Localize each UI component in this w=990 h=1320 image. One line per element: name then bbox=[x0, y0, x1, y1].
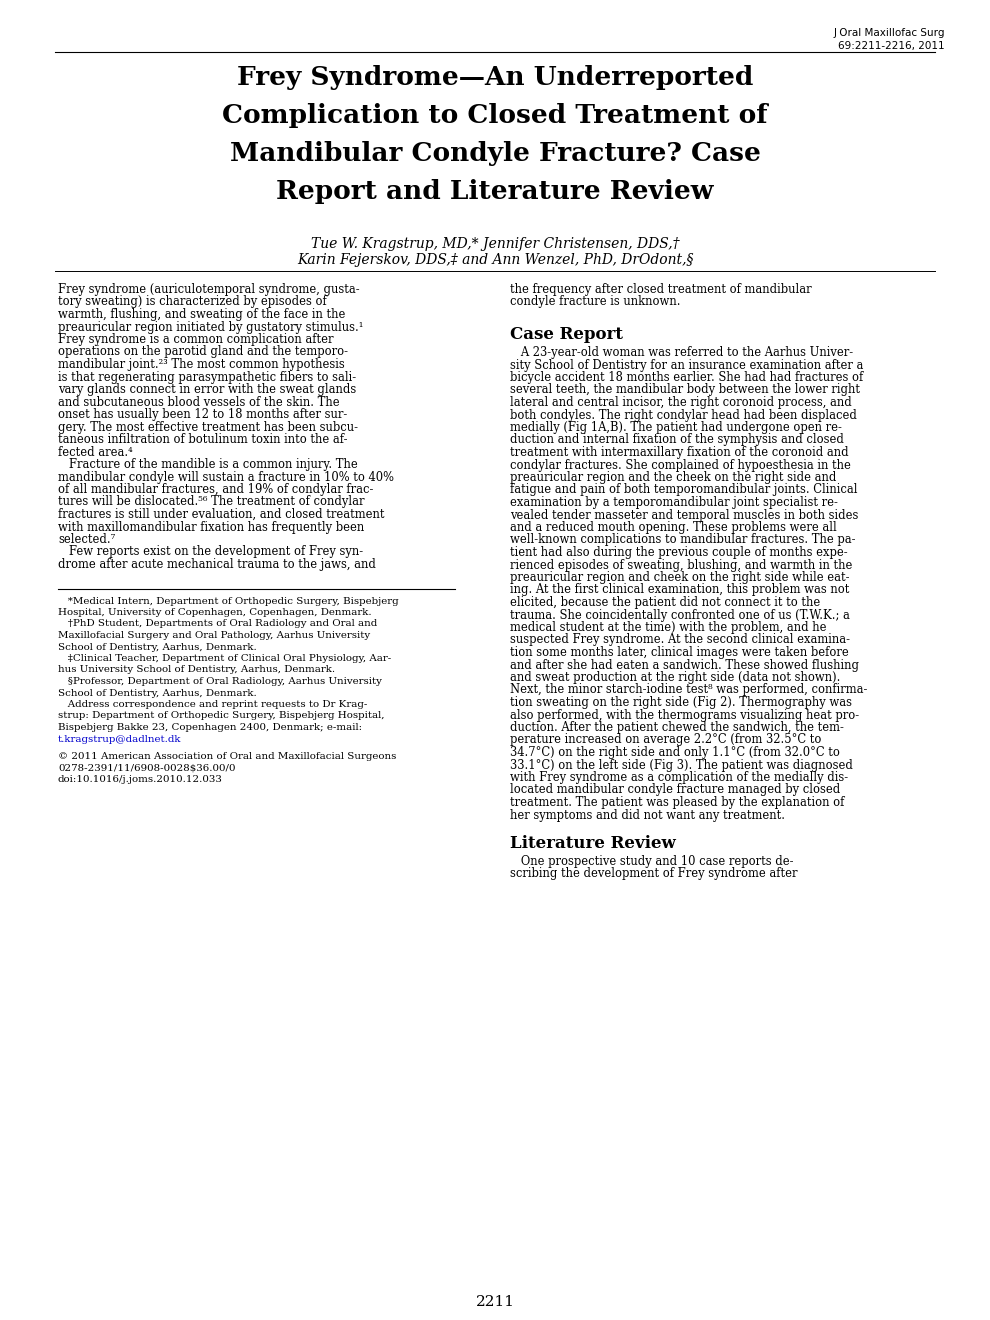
Text: †PhD Student, Departments of Oral Radiology and Oral and: †PhD Student, Departments of Oral Radiol… bbox=[58, 619, 377, 628]
Text: Literature Review: Literature Review bbox=[510, 836, 676, 851]
Text: and subcutaneous blood vessels of the skin. The: and subcutaneous blood vessels of the sk… bbox=[58, 396, 340, 408]
Text: well-known complications to mandibular fractures. The pa-: well-known complications to mandibular f… bbox=[510, 533, 855, 546]
Text: onset has usually been 12 to 18 months after sur-: onset has usually been 12 to 18 months a… bbox=[58, 408, 347, 421]
Text: Complication to Closed Treatment of: Complication to Closed Treatment of bbox=[222, 103, 768, 128]
Text: 69:2211-2216, 2011: 69:2211-2216, 2011 bbox=[839, 41, 945, 51]
Text: examination by a temporomandibular joint specialist re-: examination by a temporomandibular joint… bbox=[510, 496, 838, 510]
Text: Report and Literature Review: Report and Literature Review bbox=[276, 180, 714, 205]
Text: taneous infiltration of botulinum toxin into the af-: taneous infiltration of botulinum toxin … bbox=[58, 433, 347, 446]
Text: ‡Clinical Teacher, Department of Clinical Oral Physiology, Aar-: ‡Clinical Teacher, Department of Clinica… bbox=[58, 653, 391, 663]
Text: 2211: 2211 bbox=[475, 1295, 515, 1309]
Text: Bispebjerg Bakke 23, Copenhagen 2400, Denmark; e-mail:: Bispebjerg Bakke 23, Copenhagen 2400, De… bbox=[58, 723, 362, 733]
Text: © 2011 American Association of Oral and Maxillofacial Surgeons: © 2011 American Association of Oral and … bbox=[58, 752, 396, 762]
Text: tion some months later, clinical images were taken before: tion some months later, clinical images … bbox=[510, 645, 848, 659]
Text: treatment. The patient was pleased by the explanation of: treatment. The patient was pleased by th… bbox=[510, 796, 844, 809]
Text: hus University School of Dentistry, Aarhus, Denmark.: hus University School of Dentistry, Aarh… bbox=[58, 665, 336, 675]
Text: Frey Syndrome—An Underreported: Frey Syndrome—An Underreported bbox=[237, 65, 753, 90]
Text: also performed, with the thermograms visualizing heat pro-: also performed, with the thermograms vis… bbox=[510, 709, 859, 722]
Text: Karin Fejerskov, DDS,‡ and Ann Wenzel, PhD, DrOdont,§: Karin Fejerskov, DDS,‡ and Ann Wenzel, P… bbox=[297, 253, 693, 267]
Text: Maxillofacial Surgery and Oral Pathology, Aarhus University: Maxillofacial Surgery and Oral Pathology… bbox=[58, 631, 370, 640]
Text: treatment with intermaxillary fixation of the coronoid and: treatment with intermaxillary fixation o… bbox=[510, 446, 848, 459]
Text: School of Dentistry, Aarhus, Denmark.: School of Dentistry, Aarhus, Denmark. bbox=[58, 643, 256, 652]
Text: medical student at the time) with the problem, and he: medical student at the time) with the pr… bbox=[510, 620, 827, 634]
Text: mandibular joint.²³ The most common hypothesis: mandibular joint.²³ The most common hypo… bbox=[58, 358, 345, 371]
Text: tory sweating) is characterized by episodes of: tory sweating) is characterized by episo… bbox=[58, 296, 327, 309]
Text: drome after acute mechanical trauma to the jaws, and: drome after acute mechanical trauma to t… bbox=[58, 558, 376, 572]
Text: duction. After the patient chewed the sandwich, the tem-: duction. After the patient chewed the sa… bbox=[510, 721, 843, 734]
Text: selected.⁷: selected.⁷ bbox=[58, 533, 115, 546]
Text: elicited, because the patient did not connect it to the: elicited, because the patient did not co… bbox=[510, 597, 821, 609]
Text: Tue W. Kragstrup, MD,* Jennifer Christensen, DDS,†: Tue W. Kragstrup, MD,* Jennifer Christen… bbox=[311, 238, 679, 251]
Text: fected area.⁴: fected area.⁴ bbox=[58, 446, 133, 458]
Text: 33.1°C) on the left side (Fig 3). The patient was diagnosed: 33.1°C) on the left side (Fig 3). The pa… bbox=[510, 759, 852, 771]
Text: of all mandibular fractures, and 19% of condylar frac-: of all mandibular fractures, and 19% of … bbox=[58, 483, 373, 496]
Text: her symptoms and did not want any treatment.: her symptoms and did not want any treatm… bbox=[510, 808, 785, 821]
Text: §Professor, Department of Oral Radiology, Aarhus University: §Professor, Department of Oral Radiology… bbox=[58, 677, 382, 686]
Text: gery. The most effective treatment has been subcu-: gery. The most effective treatment has b… bbox=[58, 421, 358, 433]
Text: preauricular region and cheek on the right side while eat-: preauricular region and cheek on the rig… bbox=[510, 572, 849, 583]
Text: Hospital, University of Copenhagen, Copenhagen, Denmark.: Hospital, University of Copenhagen, Cope… bbox=[58, 609, 371, 616]
Text: with Frey syndrome as a complication of the medially dis-: with Frey syndrome as a complication of … bbox=[510, 771, 848, 784]
Text: fatigue and pain of both temporomandibular joints. Clinical: fatigue and pain of both temporomandibul… bbox=[510, 483, 857, 496]
Text: Address correspondence and reprint requests to Dr Krag-: Address correspondence and reprint reque… bbox=[58, 700, 367, 709]
Text: mandibular condyle will sustain a fracture in 10% to 40%: mandibular condyle will sustain a fractu… bbox=[58, 470, 394, 483]
Text: doi:10.1016/j.joms.2010.12.033: doi:10.1016/j.joms.2010.12.033 bbox=[58, 775, 223, 784]
Text: condyle fracture is unknown.: condyle fracture is unknown. bbox=[510, 296, 680, 309]
Text: and after she had eaten a sandwich. These showed flushing: and after she had eaten a sandwich. Thes… bbox=[510, 659, 859, 672]
Text: located mandibular condyle fracture managed by closed: located mandibular condyle fracture mana… bbox=[510, 784, 841, 796]
Text: preauricular region and the cheek on the right side and: preauricular region and the cheek on the… bbox=[510, 471, 837, 484]
Text: medially (Fig 1A,B). The patient had undergone open re-: medially (Fig 1A,B). The patient had und… bbox=[510, 421, 842, 434]
Text: sity School of Dentistry for an insurance examination after a: sity School of Dentistry for an insuranc… bbox=[510, 359, 863, 371]
Text: Frey syndrome (auriculotemporal syndrome, gusta-: Frey syndrome (auriculotemporal syndrome… bbox=[58, 282, 359, 296]
Text: 34.7°C) on the right side and only 1.1°C (from 32.0°C to: 34.7°C) on the right side and only 1.1°C… bbox=[510, 746, 840, 759]
Text: tures will be dislocated.⁵⁶ The treatment of condylar: tures will be dislocated.⁵⁶ The treatmen… bbox=[58, 495, 364, 508]
Text: Fracture of the mandible is a common injury. The: Fracture of the mandible is a common inj… bbox=[58, 458, 357, 471]
Text: Frey syndrome is a common complication after: Frey syndrome is a common complication a… bbox=[58, 333, 334, 346]
Text: and a reduced mouth opening. These problems were all: and a reduced mouth opening. These probl… bbox=[510, 521, 837, 535]
Text: Few reports exist on the development of Frey syn-: Few reports exist on the development of … bbox=[58, 545, 363, 558]
Text: tient had also during the previous couple of months expe-: tient had also during the previous coupl… bbox=[510, 546, 847, 558]
Text: suspected Frey syndrome. At the second clinical examina-: suspected Frey syndrome. At the second c… bbox=[510, 634, 850, 647]
Text: warmth, flushing, and sweating of the face in the: warmth, flushing, and sweating of the fa… bbox=[58, 308, 346, 321]
Text: 0278-2391/11/6908-0028$36.00/0: 0278-2391/11/6908-0028$36.00/0 bbox=[58, 763, 236, 772]
Text: One prospective study and 10 case reports de-: One prospective study and 10 case report… bbox=[510, 855, 794, 869]
Text: vary glands connect in error with the sweat glands: vary glands connect in error with the sw… bbox=[58, 383, 356, 396]
Text: bicycle accident 18 months earlier. She had had fractures of: bicycle accident 18 months earlier. She … bbox=[510, 371, 863, 384]
Text: both condyles. The right condylar head had been displaced: both condyles. The right condylar head h… bbox=[510, 408, 857, 421]
Text: vealed tender masseter and temporal muscles in both sides: vealed tender masseter and temporal musc… bbox=[510, 508, 858, 521]
Text: t.kragstrup@dadlnet.dk: t.kragstrup@dadlnet.dk bbox=[58, 734, 181, 743]
Text: *Medical Intern, Department of Orthopedic Surgery, Bispebjerg: *Medical Intern, Department of Orthopedi… bbox=[58, 597, 399, 606]
Text: Mandibular Condyle Fracture? Case: Mandibular Condyle Fracture? Case bbox=[230, 141, 760, 166]
Text: Case Report: Case Report bbox=[510, 326, 623, 343]
Text: scribing the development of Frey syndrome after: scribing the development of Frey syndrom… bbox=[510, 867, 798, 880]
Text: rienced episodes of sweating, blushing, and warmth in the: rienced episodes of sweating, blushing, … bbox=[510, 558, 852, 572]
Text: Next, the minor starch-iodine test⁸ was performed, confirma-: Next, the minor starch-iodine test⁸ was … bbox=[510, 684, 867, 697]
Text: with maxillomandibular fixation has frequently been: with maxillomandibular fixation has freq… bbox=[58, 520, 364, 533]
Text: preauricular region initiated by gustatory stimulus.¹: preauricular region initiated by gustato… bbox=[58, 321, 363, 334]
Text: and sweat production at the right side (data not shown).: and sweat production at the right side (… bbox=[510, 671, 841, 684]
Text: lateral and central incisor, the right coronoid process, and: lateral and central incisor, the right c… bbox=[510, 396, 851, 409]
Text: the frequency after closed treatment of mandibular: the frequency after closed treatment of … bbox=[510, 282, 812, 296]
Text: operations on the parotid gland and the temporo-: operations on the parotid gland and the … bbox=[58, 346, 348, 359]
Text: condylar fractures. She complained of hypoesthesia in the: condylar fractures. She complained of hy… bbox=[510, 458, 850, 471]
Text: J Oral Maxillofac Surg: J Oral Maxillofac Surg bbox=[834, 28, 945, 38]
Text: is that regenerating parasympathetic fibers to sali-: is that regenerating parasympathetic fib… bbox=[58, 371, 356, 384]
Text: duction and internal fixation of the symphysis and closed: duction and internal fixation of the sym… bbox=[510, 433, 843, 446]
Text: A 23-year-old woman was referred to the Aarhus Univer-: A 23-year-old woman was referred to the … bbox=[510, 346, 853, 359]
Text: several teeth, the mandibular body between the lower right: several teeth, the mandibular body betwe… bbox=[510, 384, 860, 396]
Text: fractures is still under evaluation, and closed treatment: fractures is still under evaluation, and… bbox=[58, 508, 384, 521]
Text: tion sweating on the right side (Fig 2). Thermography was: tion sweating on the right side (Fig 2).… bbox=[510, 696, 852, 709]
Text: School of Dentistry, Aarhus, Denmark.: School of Dentistry, Aarhus, Denmark. bbox=[58, 689, 256, 697]
Text: strup: Department of Orthopedic Surgery, Bispebjerg Hospital,: strup: Department of Orthopedic Surgery,… bbox=[58, 711, 384, 721]
Text: trauma. She coincidentally confronted one of us (T.W.K.; a: trauma. She coincidentally confronted on… bbox=[510, 609, 849, 622]
Text: ing. At the first clinical examination, this problem was not: ing. At the first clinical examination, … bbox=[510, 583, 849, 597]
Text: perature increased on average 2.2°C (from 32.5°C to: perature increased on average 2.2°C (fro… bbox=[510, 734, 822, 747]
